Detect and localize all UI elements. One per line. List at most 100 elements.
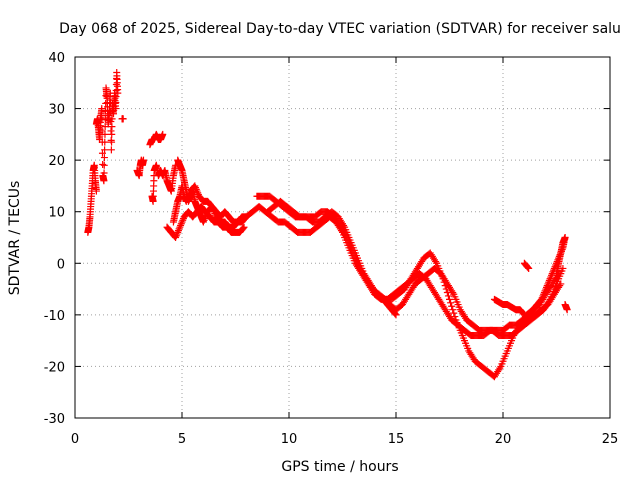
data-point xyxy=(176,223,184,231)
data-point xyxy=(239,224,247,232)
data-point xyxy=(183,196,191,204)
data-point xyxy=(448,302,456,310)
data-point xyxy=(541,287,549,295)
data-point xyxy=(184,192,192,200)
data-point xyxy=(519,309,527,317)
series-s2 xyxy=(92,68,122,185)
data-point xyxy=(392,311,400,319)
data-point xyxy=(99,160,107,168)
data-point xyxy=(240,223,248,231)
data-point xyxy=(174,227,182,235)
data-point xyxy=(540,290,548,298)
data-point xyxy=(108,138,116,146)
data-point xyxy=(178,218,186,226)
data-point xyxy=(547,273,555,281)
data-point xyxy=(191,182,199,190)
data-point xyxy=(175,225,183,233)
data-point xyxy=(92,187,100,195)
x-tick-label: 15 xyxy=(388,432,405,447)
data-point xyxy=(449,306,457,314)
series-s13 xyxy=(375,290,400,319)
data-point xyxy=(496,364,504,372)
data-point xyxy=(177,220,185,228)
series-s18 xyxy=(520,259,533,272)
data-point xyxy=(523,263,531,271)
data-point xyxy=(112,105,120,113)
data-point xyxy=(100,154,108,162)
data-points xyxy=(84,68,571,381)
y-tick-labels: 40 30 20 10 0 -10 -20 -30 xyxy=(44,51,65,427)
y-axis-title: SDTVAR / TECUs xyxy=(7,181,23,296)
data-point xyxy=(100,161,108,169)
data-point xyxy=(98,116,106,124)
data-point xyxy=(200,216,208,224)
data-point xyxy=(542,285,550,293)
data-point xyxy=(447,299,455,307)
data-point xyxy=(538,295,546,303)
data-point xyxy=(177,221,185,229)
data-point xyxy=(173,230,181,238)
data-point xyxy=(192,185,200,193)
data-point xyxy=(112,99,120,107)
data-point xyxy=(539,292,547,300)
data-point xyxy=(543,282,551,290)
data-point xyxy=(391,310,399,318)
y-tick-label: 30 xyxy=(48,103,65,118)
y-tick-label: 0 xyxy=(57,257,65,272)
y-tick-label: -20 xyxy=(44,360,65,375)
x-axis-title: GPS time / hours xyxy=(281,459,398,475)
series-s6 xyxy=(148,161,180,205)
data-point xyxy=(544,280,552,288)
series-s4 xyxy=(133,156,147,180)
data-point xyxy=(201,215,209,223)
series-s16 xyxy=(553,234,569,278)
y-tick-label: 20 xyxy=(48,154,65,169)
data-point xyxy=(192,184,200,192)
series-s5 xyxy=(146,130,167,149)
series-s3 xyxy=(118,115,127,123)
series-s1 xyxy=(84,161,100,236)
y-tick-label: 10 xyxy=(48,206,65,221)
x-tick-labels: 0 5 10 15 20 25 xyxy=(71,432,618,447)
y-tick-label: -10 xyxy=(44,309,65,324)
data-point xyxy=(114,89,122,97)
series-s9 xyxy=(163,203,248,241)
data-point xyxy=(139,156,147,164)
data-point xyxy=(538,294,546,302)
y-tick-label: 40 xyxy=(48,51,65,66)
data-point xyxy=(446,295,453,303)
x-tick-label: 5 xyxy=(178,432,186,447)
chart-title: Day 068 of 2025, Sidereal Day-to-day VTE… xyxy=(59,21,621,37)
data-point xyxy=(450,309,458,317)
data-point xyxy=(239,225,247,233)
x-tick-label: 0 xyxy=(71,432,79,447)
data-point xyxy=(112,81,120,89)
data-point xyxy=(172,234,180,241)
data-point xyxy=(561,234,569,241)
data-point xyxy=(159,130,167,138)
data-point xyxy=(543,283,551,291)
data-point xyxy=(444,292,452,300)
data-point xyxy=(545,278,553,286)
data-point xyxy=(546,275,554,283)
data-point xyxy=(108,115,116,123)
data-point xyxy=(172,232,180,240)
data-point xyxy=(540,289,548,297)
axis-ticks xyxy=(74,56,611,419)
data-point xyxy=(100,169,108,177)
data-point xyxy=(185,191,193,199)
series-s8 xyxy=(169,182,250,226)
data-point xyxy=(184,194,192,202)
data-point xyxy=(432,258,440,266)
data-point xyxy=(101,130,109,138)
data-point xyxy=(194,189,202,197)
data-point xyxy=(108,130,116,138)
data-point xyxy=(451,313,459,321)
data-point xyxy=(449,289,457,297)
data-point xyxy=(107,127,115,135)
data-point xyxy=(119,115,127,123)
data-point xyxy=(182,197,190,205)
data-point xyxy=(174,228,182,236)
